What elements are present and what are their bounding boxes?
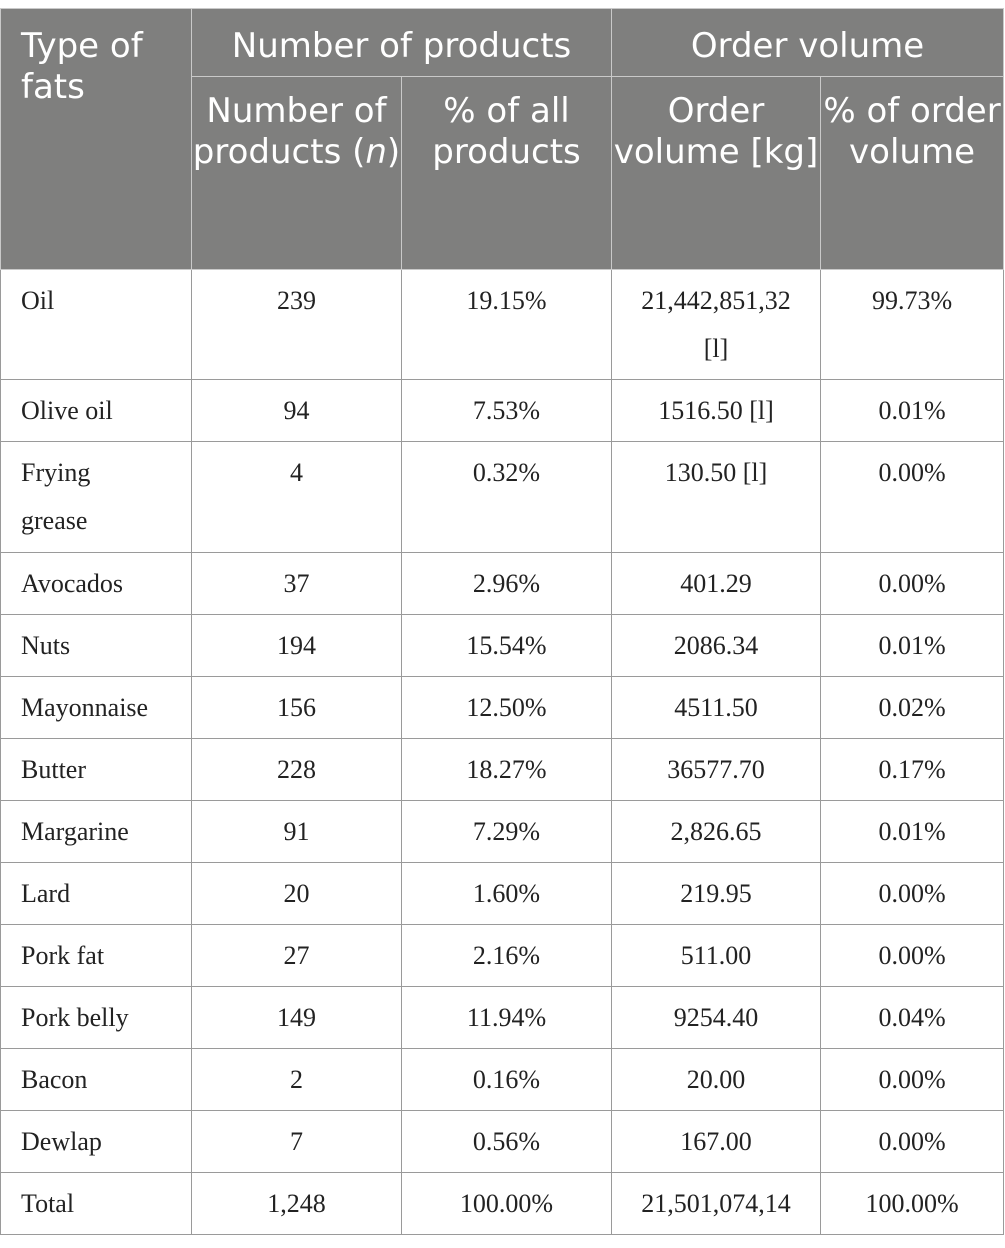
pct-volume-cell: 99.73% <box>820 269 1005 380</box>
pct-volume-cell: 100.00% <box>820 1172 1005 1235</box>
number-of-products-n-header: Number of products (n) <box>191 76 402 270</box>
n-cell: 194 <box>191 614 402 677</box>
type-cell: Dewlap <box>0 1110 192 1173</box>
n-cell: 4 <box>191 441 402 553</box>
table-row: Frying grease 4 0.32% 130.50 [l] 0.00% <box>0 441 1005 553</box>
pct-products-cell: 7.53% <box>400 379 613 442</box>
volume-value: 21,442,851,32 [l] <box>641 286 791 363</box>
order-volume-kg-header: Order volume [kg] <box>611 76 822 270</box>
n-cell: 7 <box>191 1110 402 1173</box>
pct-volume-cell: 0.02% <box>820 676 1005 739</box>
volume-cell: 21,442,851,32 [l] <box>611 269 822 380</box>
order-volume-group-header: Order volume <box>611 8 1005 77</box>
pct-products-cell: 2.96% <box>400 552 613 615</box>
volume-cell: 167.00 <box>611 1110 822 1173</box>
volume-cell: 4511.50 <box>611 676 822 739</box>
table-row: Pork belly 149 11.94% 9254.40 0.04% <box>0 986 1005 1049</box>
pct-all-products-header: % of all products <box>400 76 613 270</box>
number-of-products-n-prefix: Number of products ( <box>192 91 387 172</box>
pct-products-cell: 100.00% <box>400 1172 613 1235</box>
type-cell: Bacon <box>0 1048 192 1111</box>
volume-cell: 219.95 <box>611 862 822 925</box>
volume-cell: 20.00 <box>611 1048 822 1111</box>
volume-cell: 1516.50 [l] <box>611 379 822 442</box>
table-row: Oil 239 19.15% 21,442,851,32 [l] 99.73% <box>0 269 1005 380</box>
n-cell: 239 <box>191 269 402 380</box>
type-cell: Margarine <box>0 800 192 863</box>
pct-volume-cell: 0.00% <box>820 924 1005 987</box>
pct-products-cell: 11.94% <box>400 986 613 1049</box>
n-cell: 1,248 <box>191 1172 402 1235</box>
pct-products-cell: 18.27% <box>400 738 613 801</box>
n-cell: 20 <box>191 862 402 925</box>
header-row-1: Type of fats Number of products Order vo… <box>0 8 1005 270</box>
pct-products-cell: 0.16% <box>400 1048 613 1111</box>
type-cell: Olive oil <box>0 379 192 442</box>
header-row-2: Number of products (n) % of all products… <box>1 76 1005 270</box>
pct-products-cell: 15.54% <box>400 614 613 677</box>
pct-volume-cell: 0.00% <box>820 1110 1005 1173</box>
volume-cell: 511.00 <box>611 924 822 987</box>
type-cell: Total <box>0 1172 192 1235</box>
type-cell: Frying grease <box>0 441 192 553</box>
volume-cell: 36577.70 <box>611 738 822 801</box>
type-cell: Oil <box>0 269 192 380</box>
number-of-products-group-header: Number of products <box>190 8 613 77</box>
table-row: Lard 20 1.60% 219.95 0.00% <box>0 862 1005 925</box>
n-cell: 156 <box>191 676 402 739</box>
pct-volume-cell: 0.04% <box>820 986 1005 1049</box>
pct-products-cell: 12.50% <box>400 676 613 739</box>
table-row: Mayonnaise 156 12.50% 4511.50 0.02% <box>0 676 1005 739</box>
volume-cell: 21,501,074,14 <box>611 1172 822 1235</box>
type-cell: Nuts <box>0 614 192 677</box>
pct-order-volume-header: % of order volume <box>820 76 1005 270</box>
table-row: Bacon 2 0.16% 20.00 0.00% <box>0 1048 1005 1111</box>
type-cell: Avocados <box>0 552 192 615</box>
pct-volume-cell: 0.01% <box>820 800 1005 863</box>
table-row: Pork fat 27 2.16% 511.00 0.00% <box>0 924 1005 987</box>
pct-volume-cell: 0.01% <box>820 614 1005 677</box>
type-cell: Pork belly <box>0 986 192 1049</box>
table-row: Dewlap 7 0.56% 167.00 0.00% <box>0 1110 1005 1173</box>
type-value: Frying grease <box>21 458 91 535</box>
table-row: Avocados 37 2.96% 401.29 0.00% <box>0 552 1005 615</box>
type-cell: Pork fat <box>0 924 192 987</box>
pct-products-cell: 0.32% <box>400 441 613 553</box>
volume-cell: 401.29 <box>611 552 822 615</box>
pct-volume-cell: 0.00% <box>820 552 1005 615</box>
n-cell: 228 <box>191 738 402 801</box>
pct-volume-cell: 0.00% <box>820 862 1005 925</box>
table-row: Butter 228 18.27% 36577.70 0.17% <box>0 738 1005 801</box>
pct-volume-cell: 0.00% <box>820 1048 1005 1111</box>
n-cell: 2 <box>191 1048 402 1111</box>
volume-cell: 9254.40 <box>611 986 822 1049</box>
type-cell: Mayonnaise <box>0 676 192 739</box>
number-of-products-n-suffix: ) <box>386 132 401 172</box>
type-cell: Lard <box>0 862 192 925</box>
number-of-products-n-variable: n <box>365 132 387 172</box>
n-cell: 94 <box>191 379 402 442</box>
pct-volume-cell: 0.00% <box>820 441 1005 553</box>
type-cell: Butter <box>0 738 192 801</box>
pct-products-cell: 1.60% <box>400 862 613 925</box>
pct-volume-cell: 0.17% <box>820 738 1005 801</box>
table-row: Margarine 91 7.29% 2,826.65 0.01% <box>0 800 1005 863</box>
n-cell: 27 <box>191 924 402 987</box>
pct-products-cell: 7.29% <box>400 800 613 863</box>
n-cell: 37 <box>191 552 402 615</box>
total-row: Total 1,248 100.00% 21,501,074,14 100.00… <box>0 1172 1005 1235</box>
volume-cell: 2086.34 <box>611 614 822 677</box>
n-cell: 91 <box>191 800 402 863</box>
pct-products-cell: 0.56% <box>400 1110 613 1173</box>
table-row: Olive oil 94 7.53% 1516.50 [l] 0.01% <box>0 379 1005 442</box>
pct-products-cell: 19.15% <box>400 269 613 380</box>
pct-products-cell: 2.16% <box>400 924 613 987</box>
volume-cell: 130.50 [l] <box>611 441 822 553</box>
pct-volume-cell: 0.01% <box>820 379 1005 442</box>
fats-table: Type of fats Number of products Order vo… <box>0 8 1005 1235</box>
table-row: Nuts 194 15.54% 2086.34 0.01% <box>0 614 1005 677</box>
volume-cell: 2,826.65 <box>611 800 822 863</box>
n-cell: 149 <box>191 986 402 1049</box>
type-of-fats-header: Type of fats <box>0 8 192 270</box>
